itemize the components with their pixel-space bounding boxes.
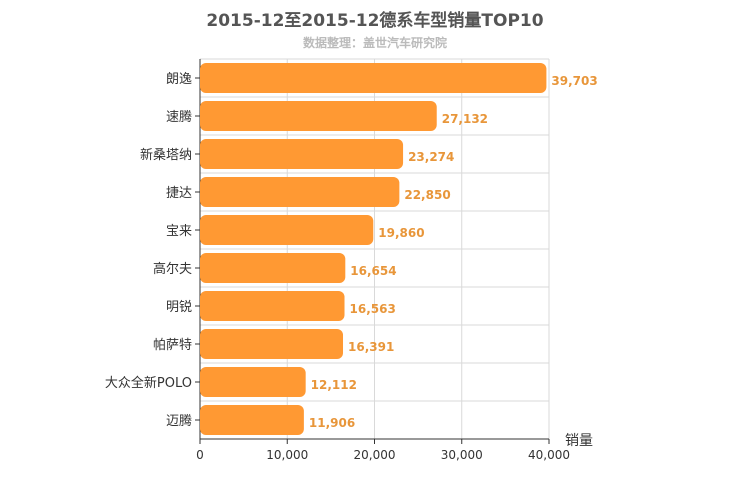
bar (200, 367, 306, 397)
category-label: 明锐 (166, 300, 192, 315)
category-label: 迈腾 (166, 413, 192, 429)
x-tick-label: 20,000 (354, 448, 396, 462)
category-label: 速腾 (166, 109, 192, 125)
value-label: 39,703 (551, 74, 597, 88)
bar (200, 139, 404, 169)
category-label: 高尔夫 (153, 261, 192, 277)
value-label: 19,860 (378, 226, 424, 240)
category-label: 捷达 (166, 186, 192, 201)
value-label: 27,132 (442, 112, 488, 126)
bar (200, 215, 374, 245)
value-label: 12,112 (311, 378, 357, 392)
x-tick-label: 10,000 (266, 448, 308, 462)
bar (200, 63, 547, 93)
value-label: 23,274 (408, 150, 454, 164)
x-tick-label: 0 (196, 448, 204, 462)
category-label: 宝来 (166, 224, 192, 239)
x-tick-label: 30,000 (441, 448, 483, 462)
bar (200, 101, 437, 131)
bar (200, 405, 304, 435)
value-label: 16,391 (348, 340, 394, 354)
x-axis-title: 销量 (565, 433, 593, 449)
chart-title: 2015-12至2015-12德系车型销量TOP10 (206, 11, 544, 31)
value-label: 16,654 (350, 264, 396, 278)
category-label: 帕萨特 (153, 338, 192, 353)
value-label: 16,563 (350, 302, 396, 316)
value-label: 22,850 (404, 188, 450, 202)
value-label: 11,906 (309, 416, 355, 430)
bar (200, 177, 400, 207)
bar (200, 329, 344, 359)
bar (200, 253, 346, 283)
chart-subtitle: 数据整理：盖世汽车研究院 (302, 36, 447, 50)
category-label: 朗逸 (166, 72, 192, 87)
x-tick-label: 40,000 (528, 448, 570, 462)
category-label: 大众全新POLO (105, 375, 192, 391)
category-label: 新桑塔纳 (140, 147, 192, 163)
bar (200, 291, 345, 321)
